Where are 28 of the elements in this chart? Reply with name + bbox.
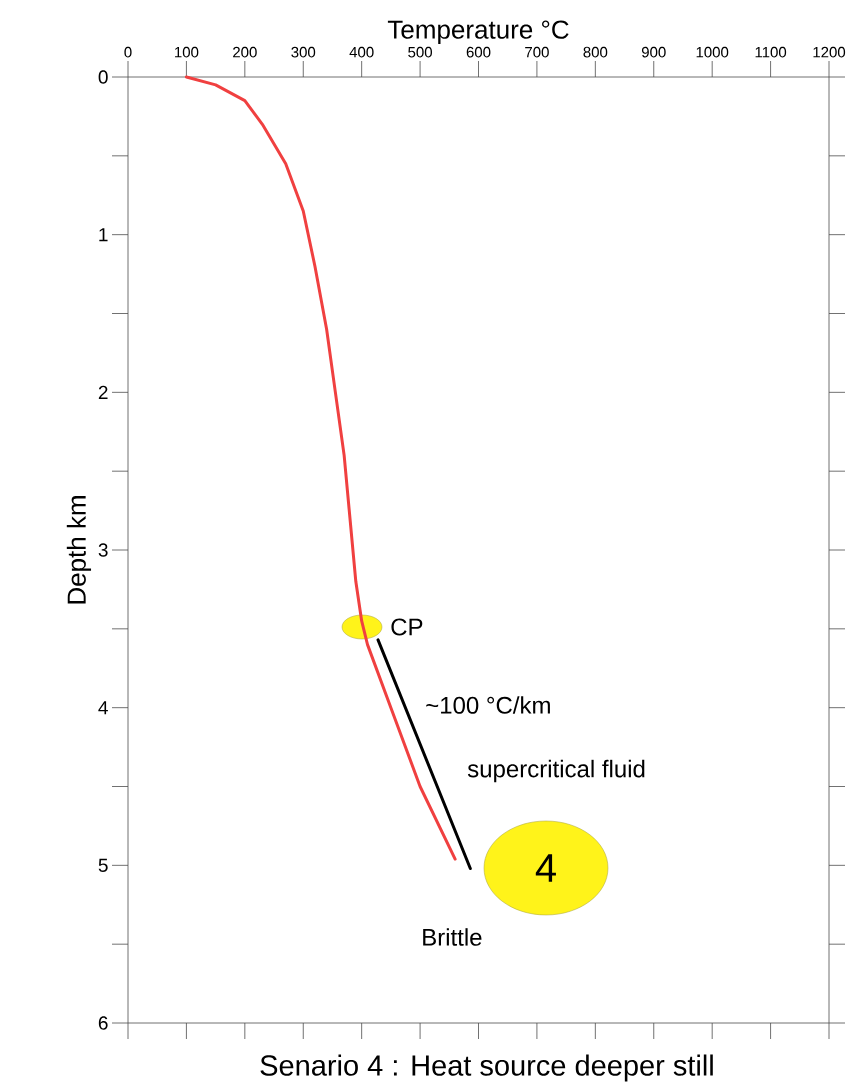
y-tick-label: 0: [98, 70, 108, 84]
x-tick-label: 300: [291, 46, 316, 58]
x-tick-label: 0: [124, 46, 132, 58]
x-tick-label: 1200: [813, 46, 846, 58]
x-tick-label: 400: [349, 46, 374, 58]
x-tick-label: 700: [525, 46, 549, 58]
annotation: ~100 °C/km: [426, 696, 550, 714]
annotation: supercritical fluid: [467, 759, 645, 783]
text: Senario 4 : Heat source deeper still: [260, 1054, 713, 1082]
annotation: Brittle: [423, 928, 482, 946]
x-tick-label: 1000: [696, 46, 729, 58]
y-tick-label: 2: [98, 385, 108, 399]
y-tick-label: 4: [98, 701, 108, 715]
x-tick-label: 100: [175, 46, 199, 58]
y-tick-label: 1: [99, 228, 108, 242]
annotation: 4: [535, 854, 556, 882]
y-tick-label: 3: [98, 543, 108, 557]
x-tick-label: 600: [466, 46, 491, 58]
y-axis-title: Depth km: [66, 496, 92, 604]
x-tick-label: 800: [583, 46, 608, 58]
y-tick-label: 5: [98, 858, 108, 872]
x-axis-title: Temperature °C: [387, 20, 569, 44]
x-tick-label: 1100: [755, 46, 787, 58]
x-tick-label: 500: [408, 46, 432, 58]
y-tick-label: 6: [98, 1016, 108, 1030]
x-tick-label: 200: [233, 46, 257, 58]
x-tick-label: 900: [641, 46, 666, 58]
annotation: CP: [391, 618, 423, 636]
